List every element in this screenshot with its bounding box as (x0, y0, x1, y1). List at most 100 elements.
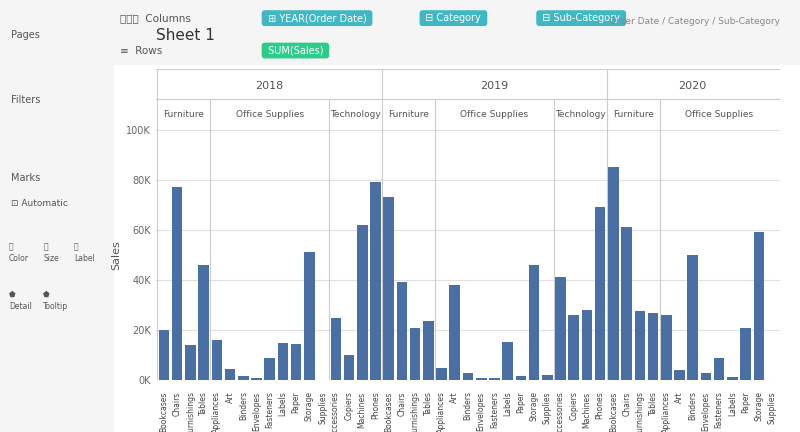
Text: Fasteners: Fasteners (265, 391, 274, 428)
Bar (172, 187, 182, 380)
Bar (423, 321, 434, 380)
Text: ⬟
Tooltip: ⬟ Tooltip (43, 289, 68, 311)
Bar (714, 358, 725, 380)
Text: Machines: Machines (582, 391, 591, 428)
Text: Paper: Paper (741, 391, 750, 413)
Text: Furniture: Furniture (613, 110, 654, 119)
Text: Envelopes: Envelopes (477, 391, 486, 431)
Text: Chairs: Chairs (173, 391, 182, 416)
Bar (370, 182, 381, 380)
Bar (410, 327, 421, 380)
Bar (515, 376, 526, 380)
Bar (344, 355, 354, 380)
Bar (754, 232, 764, 380)
Bar (185, 345, 196, 380)
Text: Technology: Technology (330, 110, 381, 119)
Text: Binders: Binders (238, 391, 248, 420)
Bar (661, 315, 671, 380)
Text: Office Supplies: Office Supplies (685, 110, 754, 119)
Text: Supplies: Supplies (543, 391, 552, 424)
Text: Fasteners: Fasteners (714, 391, 724, 428)
Text: Office Supplies: Office Supplies (236, 110, 304, 119)
Bar (397, 283, 407, 380)
Text: Order Date / Category / Sub-Category: Order Date / Category / Sub-Category (609, 17, 780, 26)
Text: Binders: Binders (463, 391, 473, 420)
Text: Fasteners: Fasteners (490, 391, 499, 428)
Text: Technology: Technology (555, 110, 606, 119)
Text: Art: Art (675, 391, 684, 403)
Bar (450, 285, 460, 380)
Text: ⫶⫶⫶  Columns: ⫶⫶⫶ Columns (121, 13, 191, 23)
Text: ⊟ Category: ⊟ Category (422, 13, 484, 23)
Text: ⬛
Color: ⬛ Color (9, 242, 29, 264)
Text: Filters: Filters (11, 95, 41, 105)
Text: Phones: Phones (596, 391, 605, 419)
Text: Furnishings: Furnishings (186, 391, 195, 432)
Text: 2020: 2020 (678, 81, 707, 91)
Bar (582, 310, 592, 380)
Text: Office Supplies: Office Supplies (460, 110, 529, 119)
Text: Tables: Tables (649, 391, 658, 415)
Text: ⬛
Size: ⬛ Size (43, 242, 59, 264)
Text: Storage: Storage (530, 391, 538, 422)
Y-axis label: Sales: Sales (111, 240, 121, 270)
Text: Supplies: Supplies (318, 391, 327, 424)
Text: Labels: Labels (278, 391, 287, 416)
Bar (357, 225, 367, 380)
Text: Machines: Machines (358, 391, 366, 428)
Text: Tables: Tables (199, 391, 208, 415)
Bar (529, 265, 539, 380)
Bar (727, 377, 738, 380)
Bar (622, 227, 632, 380)
Text: Accessories: Accessories (556, 391, 565, 432)
Text: Art: Art (226, 391, 234, 403)
Bar (304, 252, 314, 380)
Bar (502, 342, 513, 380)
Text: Storage: Storage (754, 391, 763, 422)
Bar (595, 207, 606, 380)
Bar (198, 265, 209, 380)
Bar (238, 376, 249, 380)
Bar (278, 343, 288, 380)
Bar (555, 277, 566, 380)
Text: ≡  Rows: ≡ Rows (121, 45, 162, 56)
Text: Accessories: Accessories (331, 391, 340, 432)
Bar (569, 315, 579, 380)
Text: ⬟
Detail: ⬟ Detail (9, 289, 32, 311)
Text: Sheet 1: Sheet 1 (156, 28, 215, 43)
Text: Furniture: Furniture (163, 110, 204, 119)
Text: ⬛
Label: ⬛ Label (74, 242, 94, 264)
Bar (330, 318, 341, 380)
Text: Phones: Phones (371, 391, 380, 419)
Bar (648, 312, 658, 380)
Bar (291, 344, 302, 380)
Bar (436, 368, 447, 380)
Bar (542, 375, 553, 380)
Text: SUM(Sales): SUM(Sales) (265, 45, 326, 56)
Text: Bookcases: Bookcases (384, 391, 393, 432)
Text: Appliances: Appliances (662, 391, 671, 432)
Bar (251, 378, 262, 380)
Text: Marks: Marks (11, 173, 41, 183)
Text: Envelopes: Envelopes (702, 391, 710, 431)
Text: Art: Art (450, 391, 459, 403)
Text: Furnishings: Furnishings (410, 391, 420, 432)
Text: Paper: Paper (516, 391, 526, 413)
Bar (701, 373, 711, 380)
Text: Envelopes: Envelopes (252, 391, 261, 431)
Text: ⊡ Automatic: ⊡ Automatic (11, 199, 68, 208)
Bar (265, 358, 275, 380)
Text: Chairs: Chairs (398, 391, 406, 416)
Text: Paper: Paper (292, 391, 301, 413)
Text: Furnishings: Furnishings (635, 391, 644, 432)
Text: Chairs: Chairs (622, 391, 631, 416)
Text: Furniture: Furniture (388, 110, 429, 119)
Text: 2018: 2018 (255, 81, 284, 91)
Bar (211, 340, 222, 380)
Bar (674, 370, 685, 380)
Text: Labels: Labels (728, 391, 737, 416)
Text: Pages: Pages (11, 30, 40, 40)
Bar (476, 378, 486, 380)
Text: Copiers: Copiers (570, 391, 578, 420)
Bar (158, 330, 170, 380)
